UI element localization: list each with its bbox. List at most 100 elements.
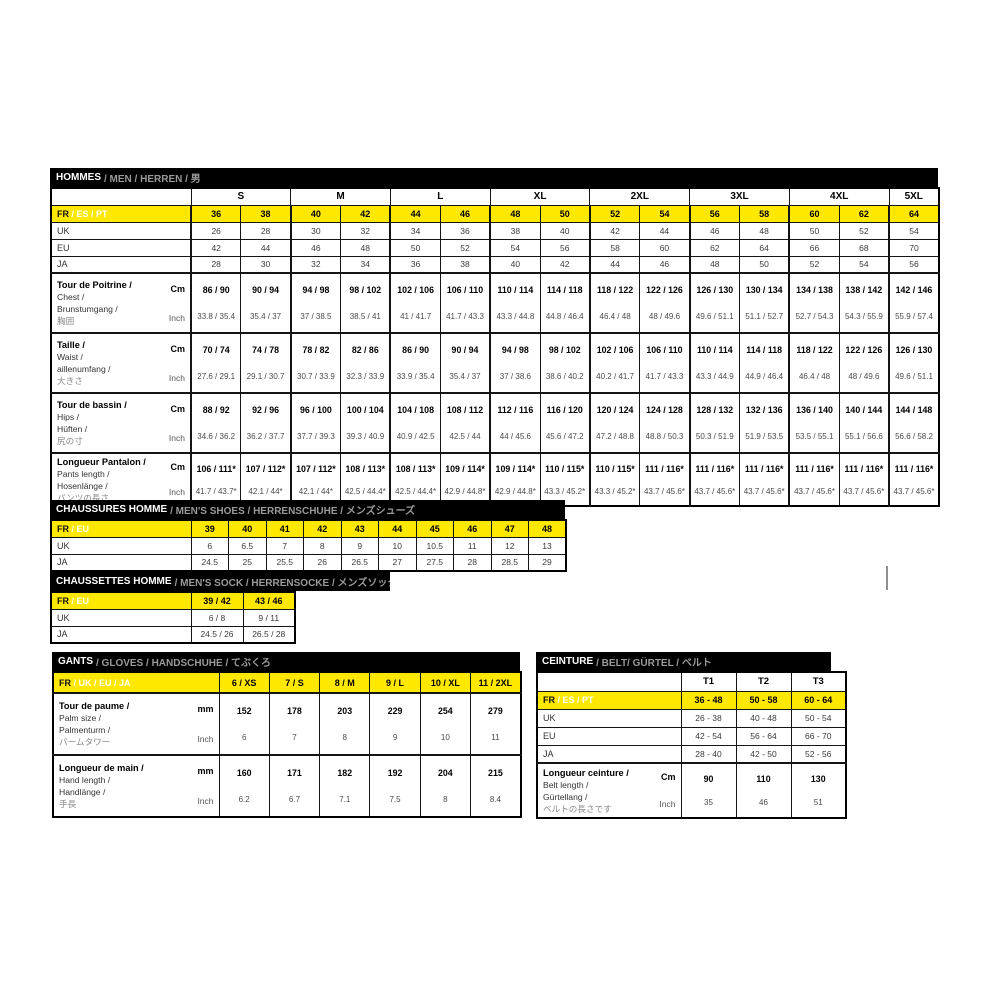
measure-value-cell: 110 / 115* 43.3 / 45.2* xyxy=(588,452,641,507)
size-cell: 36 xyxy=(389,255,441,274)
fr-size-cell: 46 xyxy=(439,204,491,223)
unit-primary: mm xyxy=(197,766,214,776)
belt-size-table: T1 T2 T3 FR / ES / PT 36 - 48 50 - 58 60 - 64 U… xyxy=(536,671,847,819)
size-cell: 25 xyxy=(228,553,267,572)
belt-size-cell: 50 - 58 xyxy=(735,690,792,710)
measure-value-cell: 104 / 108 40.9 / 42.5 xyxy=(389,392,441,454)
metric-value: 134 / 138 xyxy=(796,285,833,296)
gloves-title-translations: / GLOVES / HANDSCHUHE / てぶくろ xyxy=(96,658,272,669)
size-group-header-xl: XL xyxy=(489,187,591,206)
measure-value-cell: 204 8 xyxy=(419,754,472,818)
size-cell: 42 - 50 xyxy=(735,744,792,764)
metric-value: 90 xyxy=(703,774,714,784)
size-cell: 32 xyxy=(289,255,342,274)
size-cell: 50 xyxy=(738,255,790,274)
belt-col-header-t2: T2 xyxy=(735,671,792,692)
inch-value: 37 / 38.6 xyxy=(499,371,531,381)
metric-value: 111 / 116* xyxy=(795,463,834,474)
size-cell: 50 xyxy=(389,238,441,257)
metric-value: 112 / 116 xyxy=(497,405,534,416)
inch-value: 34.6 / 36.2 xyxy=(197,431,236,441)
inch-value: 53.5 / 55.1 xyxy=(795,431,834,441)
size-cell: 54 xyxy=(888,221,940,240)
inch-value: 42.9 / 44.8* xyxy=(494,486,536,496)
metric-value: 102 / 106 xyxy=(596,345,634,356)
measure-value-cell: 110 46 xyxy=(735,762,792,819)
metric-value: 114 / 118 xyxy=(546,285,583,296)
measure-row-label: Tour de paume / Palm size / Palmenturm / パー… xyxy=(52,692,183,756)
inch-value: 44 / 45.6 xyxy=(499,431,531,441)
measure-label-line: Brunstumgang / xyxy=(57,304,118,314)
metric-value: 118 / 122 xyxy=(596,285,634,296)
metric-value: 122 / 126 xyxy=(845,345,883,356)
shoe-size-cell: 43 xyxy=(340,519,379,538)
size-group-header-m: M xyxy=(290,187,391,206)
measure-value-cell: 111 / 116* 43.7 / 45.6* xyxy=(688,452,740,507)
inch-value: 41.7 / 43.3 xyxy=(645,371,684,381)
fr-size-cell: 40 xyxy=(289,204,342,223)
size-cell: 8 xyxy=(303,536,342,555)
metric-value: 128 / 132 xyxy=(696,405,734,416)
inch-value: 7.1 xyxy=(339,795,351,805)
unit-secondary: Inch xyxy=(168,432,185,443)
inch-value: 48.8 / 50.3 xyxy=(645,431,684,441)
metric-value: 120 / 124 xyxy=(596,405,634,416)
metric-value: 229 xyxy=(387,705,403,716)
unit-secondary: Inch xyxy=(168,312,185,323)
inch-value: 43.3 / 44.8 xyxy=(496,311,535,321)
inch-value: 43.7 / 45.6* xyxy=(643,486,685,496)
measure-value-cell: 110 / 114 43.3 / 44.9 xyxy=(688,332,740,394)
size-cell: 26 xyxy=(190,221,242,240)
measure-row-label: Tour de Poitrine / Chest / Brunstumgang / 胸… xyxy=(50,272,156,334)
gloves-title: GANTS xyxy=(58,656,93,667)
unit-primary: Cm xyxy=(660,772,676,783)
measure-value-cell: 122 / 126 48 / 49.6 xyxy=(639,272,691,334)
measure-value-cell: 106 / 111* 41.7 / 43.7* xyxy=(190,452,242,507)
inch-value: 7 xyxy=(292,733,297,743)
size-cell: 40 xyxy=(539,221,591,240)
measure-value-cell: 229 9 xyxy=(369,692,421,756)
inch-value: 43.3 / 44.9 xyxy=(695,371,734,381)
region-row-label-uk: UK xyxy=(50,536,192,555)
size-group-header-4xl: 4XL xyxy=(788,187,890,206)
measure-label-line: Tour de paume / xyxy=(59,701,130,711)
metric-value: 94 / 98 xyxy=(302,285,330,296)
unit-secondary: Inch xyxy=(168,372,185,383)
inch-value: 43.3 / 45.2* xyxy=(544,486,586,496)
measure-label-line: Palmenturm / xyxy=(59,725,111,735)
unit-primary: Cm xyxy=(170,343,185,354)
size-cell: 29 xyxy=(528,553,567,572)
size-cell: 58 xyxy=(588,238,641,257)
metric-value: 98 / 102 xyxy=(548,345,581,356)
inch-value: 51.1 / 52.7 xyxy=(745,311,784,321)
measure-value-cell: 94 / 98 37 / 38.5 xyxy=(289,272,342,334)
metric-value: 78 / 82 xyxy=(302,345,330,356)
inch-value: 41.7 / 43.7* xyxy=(195,486,237,496)
inch-value: 37.7 / 39.3 xyxy=(297,431,335,441)
measure-value-cell: 279 11 xyxy=(469,692,522,756)
shoes-title-bar: CHAUSSURES HOMME / MEN'S SHOES / HERRENS… xyxy=(50,500,565,519)
size-cell: 27.5 xyxy=(415,553,454,572)
fr-row-label: FR / EU xyxy=(50,519,192,538)
size-group-header-5xl: 5XL xyxy=(888,187,940,206)
metric-value: 111 / 116* xyxy=(894,463,934,474)
metric-value: 108 / 113* xyxy=(395,463,436,474)
size-cell: 30 xyxy=(240,255,292,274)
size-cell: 27 xyxy=(378,553,417,572)
measure-value-cell: 110 / 114 43.3 / 44.8 xyxy=(489,272,541,334)
metric-value: 204 xyxy=(438,767,453,778)
inch-value: 51 xyxy=(813,798,823,807)
glove-size-cell: 6 / XS xyxy=(218,671,270,694)
measure-value-cell: 124 / 128 48.8 / 50.3 xyxy=(639,392,691,454)
size-cell: 9 / 11 xyxy=(242,608,296,627)
measure-value-cell: 98 / 102 38.6 / 40.2 xyxy=(539,332,591,394)
measure-value-cell: 102 / 106 40.2 / 41.7 xyxy=(588,332,641,394)
belt-title-bar: CEINTURE / BELT/ GÜRTEL / ベルト xyxy=(536,652,831,671)
measure-value-cell: 108 / 113* 42.5 / 44.4* xyxy=(340,452,391,507)
size-cell: 42 - 54 xyxy=(680,726,737,746)
inch-value: 45.6 / 47.2 xyxy=(545,431,584,441)
inch-value: 8 xyxy=(342,733,347,743)
measure-value-cell: 128 / 132 50.3 / 51.9 xyxy=(688,392,740,454)
fr-size-cell: 44 xyxy=(389,204,441,223)
metric-value: 126 / 130 xyxy=(895,345,933,356)
